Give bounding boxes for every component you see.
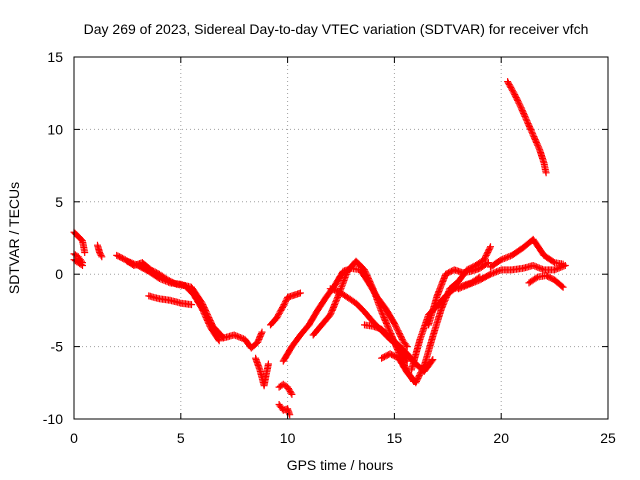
x-tick-label: 20	[493, 430, 509, 446]
plot-frame	[73, 56, 609, 420]
x-tick-label: 10	[280, 430, 296, 446]
data-point-markers	[145, 292, 195, 309]
series-arc-5	[113, 251, 223, 345]
data-point-markers	[113, 251, 223, 345]
series-arc-9	[252, 354, 272, 390]
series-arc-23	[504, 78, 550, 177]
x-tick-label: 25	[600, 430, 616, 446]
grid-lines	[74, 57, 608, 419]
data-point-markers	[487, 235, 567, 271]
y-tick-label: 0	[55, 266, 63, 282]
data-point-markers	[525, 272, 567, 291]
data-point-markers	[275, 401, 294, 419]
data-point-markers	[123, 257, 227, 342]
series-arc-20	[455, 262, 569, 293]
data-point-markers	[252, 354, 272, 390]
series-arc-6	[123, 257, 227, 342]
series-arc-18	[408, 273, 484, 374]
series-arc-22	[525, 272, 567, 291]
data-points	[70, 78, 569, 419]
x-tick-label: 5	[177, 430, 185, 446]
series-arc-17	[378, 243, 494, 387]
x-axis-label: GPS time / hours	[287, 457, 394, 473]
series-arc-10	[267, 289, 304, 329]
series-arc-4	[94, 241, 106, 261]
y-axis-label: SDTVAR / TECUs	[6, 182, 22, 294]
y-tick-label: -5	[51, 339, 64, 355]
data-point-markers	[455, 262, 569, 293]
data-point-markers	[408, 273, 484, 374]
y-tick-label: -10	[43, 411, 63, 427]
chart-title: Day 269 of 2023, Sidereal Day-to-day VTE…	[84, 21, 589, 37]
data-point-markers	[504, 78, 550, 177]
series-arc-21	[487, 235, 567, 271]
data-point-markers	[220, 328, 266, 352]
data-point-markers	[94, 241, 106, 261]
data-point-markers	[70, 228, 89, 256]
series-arc-1	[70, 228, 89, 256]
series-arc-8	[220, 328, 266, 352]
series-arc-12	[275, 401, 294, 419]
y-tick-label: 10	[47, 121, 63, 137]
data-point-markers	[378, 243, 494, 387]
x-tick-label: 0	[70, 430, 78, 446]
data-point-markers	[267, 289, 304, 329]
data-point-markers	[425, 259, 492, 329]
series-arc-11	[275, 380, 296, 398]
series-arc-19	[425, 259, 492, 329]
data-point-markers	[275, 380, 296, 398]
axis-ticks: 0 5 10 15 20 25 -10 -5 0 5 10 15	[43, 49, 616, 446]
y-tick-label: 15	[47, 49, 63, 65]
x-tick-label: 15	[387, 430, 403, 446]
y-tick-label: 5	[55, 194, 63, 210]
series-arc-7	[145, 292, 195, 309]
